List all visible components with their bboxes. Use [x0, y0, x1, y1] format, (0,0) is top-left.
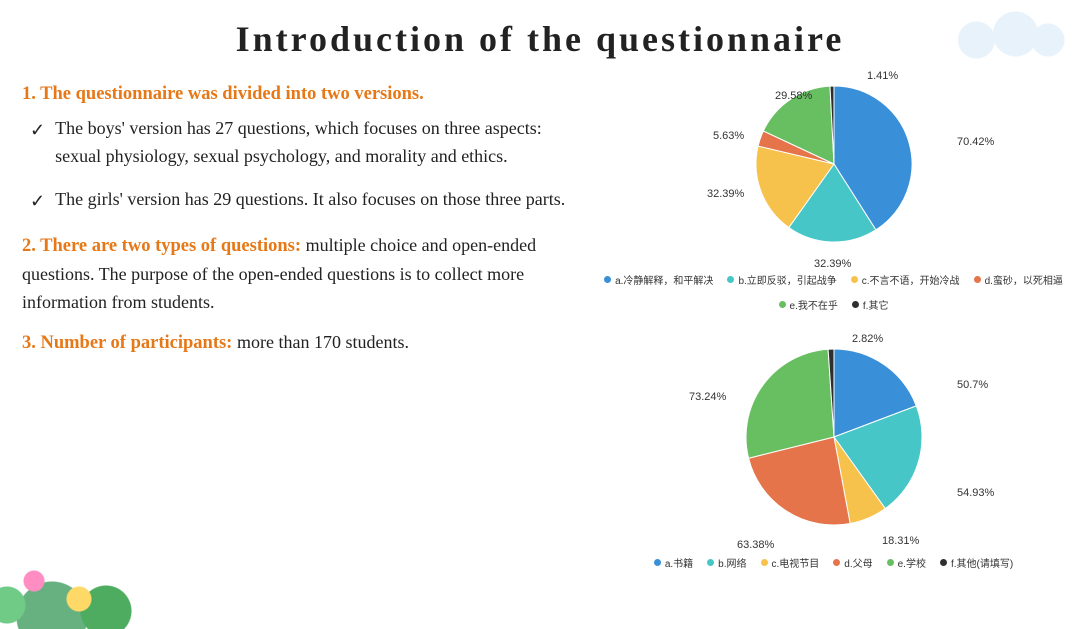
- slide: Introduction of the questionnaire 1. The…: [0, 0, 1080, 609]
- charts-column: 70.42%32.39%32.39%5.63%29.58%1.41%a.冷静解释…: [597, 74, 1070, 599]
- pie-chart-1: 70.42%32.39%32.39%5.63%29.58%1.41%a.冷静解释…: [597, 74, 1070, 337]
- legend-dot-icon: [604, 276, 611, 283]
- pie-slice-label: 70.42%: [957, 136, 994, 148]
- text-column: 1. The questionnaire was divided into tw…: [22, 74, 597, 599]
- content-row: 1. The questionnaire was divided into tw…: [0, 66, 1080, 609]
- chart-legend: a.书籍 b.网络 c.电视节目 d.父母 e.学校 f.其他(请填写): [597, 555, 1070, 570]
- legend-label: f.其他(请填写): [951, 555, 1013, 570]
- legend-dot-icon: [974, 276, 981, 283]
- legend-dot-icon: [940, 559, 947, 566]
- legend-item: d.父母: [833, 555, 872, 570]
- legend-item: b.立即反驳，引起战争: [727, 272, 836, 287]
- bullet-1-text: The boys' version has 27 questions, whic…: [55, 115, 585, 171]
- legend-item: f.其他(请填写): [940, 555, 1013, 570]
- legend-label: c.电视节目: [772, 555, 820, 570]
- legend-dot-icon: [887, 559, 894, 566]
- pie-slice-label: 54.93%: [957, 487, 994, 499]
- legend-dot-icon: [833, 559, 840, 566]
- legend-dot-icon: [852, 301, 859, 308]
- heading-1: 1. The questionnaire was divided into tw…: [22, 80, 585, 109]
- pie-slice-label: 50.7%: [957, 379, 988, 391]
- heading-2: 2. There are two types of questions:: [22, 236, 306, 256]
- legend-item: e.学校: [887, 555, 926, 570]
- paragraph-3: 3. Number of participants: more than 170…: [22, 329, 585, 358]
- bullet-2-text: The girls' version has 29 questions. It …: [55, 186, 585, 216]
- legend-label: a.书籍: [665, 555, 693, 570]
- legend-item: c.电视节目: [761, 555, 820, 570]
- legend-label: e.我不在乎: [790, 297, 838, 312]
- chart-legend: a.冷静解释，和平解决 b.立即反驳，引起战争 c.不言不语，开始冷战 d.蛮砂，以死…: [597, 272, 1070, 312]
- bullet-1: ✓ The boys' version has 27 questions, wh…: [30, 115, 585, 171]
- bullet-2: ✓ The girls' version has 29 questions. I…: [30, 186, 585, 216]
- pie-slice-label: 5.63%: [713, 130, 744, 142]
- pie-slice-label: 2.82%: [852, 333, 883, 345]
- legend-dot-icon: [654, 559, 661, 566]
- pie-slice-label: 63.38%: [737, 539, 774, 551]
- check-icon: ✓: [30, 188, 45, 216]
- legend-item: a.冷静解释，和平解决: [604, 272, 713, 287]
- legend-label: b.立即反驳，引起战争: [738, 272, 836, 287]
- legend-item: d.蛮砂，以死相逼: [974, 272, 1063, 287]
- paragraph-3-rest: more than 170 students.: [237, 332, 409, 352]
- pie-slice-label: 1.41%: [867, 70, 898, 82]
- pie-slice-label: 18.31%: [882, 535, 919, 547]
- legend-dot-icon: [761, 559, 768, 566]
- legend-label: d.蛮砂，以死相逼: [985, 272, 1063, 287]
- legend-label: a.冷静解释，和平解决: [615, 272, 713, 287]
- legend-label: e.学校: [898, 555, 926, 570]
- legend-dot-icon: [851, 276, 858, 283]
- legend-item: a.书籍: [654, 555, 693, 570]
- pie-slice-label: 32.39%: [814, 258, 851, 270]
- pie-slice-label: 29.58%: [775, 90, 812, 102]
- legend-dot-icon: [779, 301, 786, 308]
- legend-label: b.网络: [718, 555, 746, 570]
- page-title: Introduction of the questionnaire: [0, 0, 1080, 66]
- legend-item: e.我不在乎: [779, 297, 838, 312]
- paragraph-2: 2. There are two types of questions: mul…: [22, 232, 585, 316]
- legend-item: c.不言不语，开始冷战: [851, 272, 960, 287]
- check-icon: ✓: [30, 117, 45, 171]
- pie-slice-label: 32.39%: [707, 188, 744, 200]
- pie-chart-2: 50.7%54.93%18.31%63.38%73.24%2.82%a.书籍b.…: [597, 337, 1070, 600]
- legend-label: c.不言不语，开始冷战: [862, 272, 960, 287]
- legend-dot-icon: [707, 559, 714, 566]
- legend-dot-icon: [727, 276, 734, 283]
- pie-slice-label: 73.24%: [689, 391, 726, 403]
- legend-label: d.父母: [844, 555, 872, 570]
- legend-item: f.其它: [852, 297, 889, 312]
- heading-3: 3. Number of participants:: [22, 333, 237, 353]
- legend-item: b.网络: [707, 555, 746, 570]
- legend-label: f.其它: [863, 297, 889, 312]
